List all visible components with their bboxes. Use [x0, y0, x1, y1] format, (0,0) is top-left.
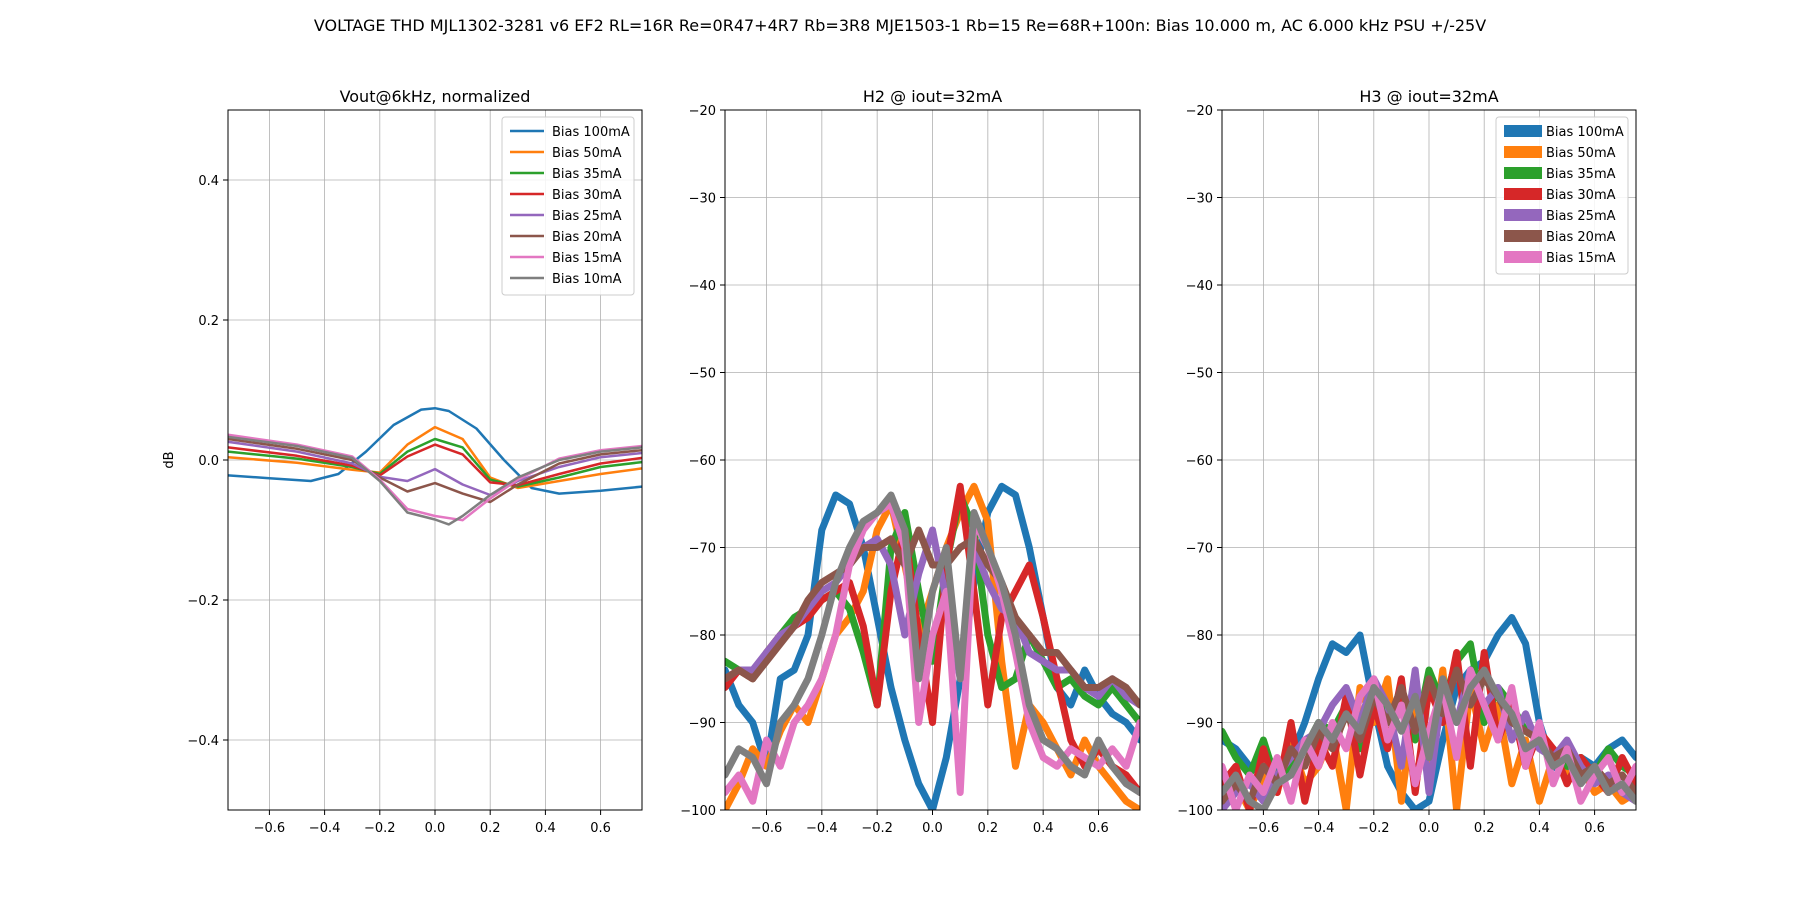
x-tick-label: −0.6	[254, 821, 286, 836]
x-tick-label: −0.2	[364, 821, 396, 836]
legend-swatch-bias-20ma	[1504, 230, 1542, 242]
y-tick-label: −100	[1177, 804, 1213, 819]
y-tick-label: −90	[1186, 717, 1213, 732]
legend-label: Bias 25mA	[552, 209, 622, 224]
series-line-bias-15ma	[228, 433, 642, 522]
x-tick-label: 0.0	[425, 821, 446, 836]
x-tick-label: −0.6	[1248, 821, 1280, 836]
figure-title: VOLTAGE THD MJL1302-3281 v6 EF2 RL=16R R…	[314, 16, 1486, 35]
x-tick-label: −0.4	[1303, 821, 1335, 836]
legend-label: Bias 25mA	[1546, 209, 1616, 224]
legend-label: Bias 100mA	[552, 125, 630, 140]
y-tick-label: −0.2	[187, 594, 219, 609]
series-line-bias-20ma	[228, 437, 642, 504]
x-tick-label: 0.4	[535, 821, 556, 836]
legend-label: Bias 15mA	[1546, 251, 1616, 266]
legend-label: Bias 35mA	[552, 167, 622, 182]
x-tick-label: 0.0	[922, 821, 943, 836]
legend-label: Bias 10mA	[552, 272, 622, 287]
y-tick-label: −80	[689, 629, 716, 644]
legend-swatch-bias-100ma	[1504, 125, 1542, 137]
y-tick-label: −70	[689, 542, 716, 557]
y-tick-label: −0.4	[187, 734, 219, 749]
y-tick-label: 0.2	[198, 314, 219, 329]
y-tick-label: −20	[1186, 104, 1213, 119]
y-tick-label: −40	[689, 279, 716, 294]
y-tick-label: −90	[689, 717, 716, 732]
y-tick-label: 0.0	[198, 454, 219, 469]
legend-box	[501, 116, 635, 296]
series-line-bias-100ma	[228, 406, 642, 495]
x-tick-label: 0.6	[1584, 821, 1605, 836]
y-tick-label: −80	[1186, 629, 1213, 644]
legend-swatch-bias-50ma	[1504, 146, 1542, 158]
legend: Bias 100mA Bias 50mA Bias 35mA Bias 30mA Bia…	[1495, 116, 1629, 275]
legend: Bias 100mA Bias 50mA Bias 35mA Bias 30mA Bia…	[501, 116, 635, 296]
chart-panel-1: −0.6 −0.4 −0.2 0.0 0.2 0.4 0.6 −0.4 −0.2 0.0 0.2 0.…	[162, 87, 643, 836]
y-tick-label: −50	[1186, 367, 1213, 382]
series-group	[228, 406, 642, 526]
x-tick-label: −0.2	[861, 821, 893, 836]
legend-label: Bias 50mA	[1546, 146, 1616, 161]
series-line-bias-30ma	[228, 443, 642, 487]
x-tick-label: 0.0	[1419, 821, 1440, 836]
x-tick-label: 0.4	[1033, 821, 1054, 836]
x-tick-label: 0.6	[1088, 821, 1109, 836]
legend-label: Bias 15mA	[552, 251, 622, 266]
legend-swatch-bias-25ma	[1504, 209, 1542, 221]
y-tick-label: −70	[1186, 542, 1213, 557]
legend-label: Bias 30mA	[552, 188, 622, 203]
y-tick-label: −60	[1186, 454, 1213, 469]
x-tick-label: −0.2	[1358, 821, 1390, 836]
series-line-bias-35ma	[725, 491, 1140, 726]
y-tick-label: −20	[689, 104, 716, 119]
series-line-bias-35ma	[1222, 640, 1636, 788]
y-axis-label: dB	[162, 451, 177, 468]
x-tick-label: 0.4	[1529, 821, 1550, 836]
legend-label: Bias 20mA	[552, 230, 622, 245]
y-tick-label: −40	[1186, 279, 1213, 294]
series-line-bias-15ma	[1222, 666, 1636, 810]
series-line-bias-10ma	[1222, 666, 1636, 810]
series-line-bias-100ma	[725, 482, 1140, 810]
y-tick-label: −30	[689, 192, 716, 207]
y-tick-label: −50	[689, 367, 716, 382]
series-line-bias-10ma	[228, 435, 642, 526]
chart-title: H2 @ iout=32mA	[863, 87, 1002, 106]
y-tick-label: 0.4	[198, 174, 219, 189]
y-tick-label: −100	[680, 804, 716, 819]
chart-title: H3 @ iout=32mA	[1359, 87, 1498, 106]
y-tick-label: −30	[1186, 192, 1213, 207]
x-tick-label: −0.4	[806, 821, 838, 836]
legend-swatch-bias-35ma	[1504, 167, 1542, 179]
legend-label: Bias 20mA	[1546, 230, 1616, 245]
legend-label: Bias 100mA	[1546, 125, 1624, 140]
series-line-bias-15ma	[725, 500, 1140, 805]
x-tick-label: 0.2	[1474, 821, 1495, 836]
x-tick-label: 0.2	[480, 821, 501, 836]
series-line-bias-35ma	[228, 437, 642, 488]
chart-panel-2: −0.6 −0.4 −0.2 0.0 0.2 0.4 0.6 −100 −90 −80 −70 −60…	[680, 87, 1141, 836]
legend-label: Bias 50mA	[552, 146, 622, 161]
chart-panel-3: −0.6 −0.4 −0.2 0.0 0.2 0.4 0.6 −100 −90 −80 −70 −60…	[1177, 87, 1637, 836]
series-group	[1222, 614, 1636, 810]
x-tick-label: −0.6	[751, 821, 783, 836]
series-line-bias-10ma	[725, 491, 1140, 796]
series-line-bias-20ma	[725, 526, 1140, 709]
series-group	[725, 482, 1140, 810]
legend-label: Bias 35mA	[1546, 167, 1616, 182]
series-line-bias-50ma	[228, 425, 642, 490]
chart-title: Vout@6kHz, normalized	[340, 87, 531, 106]
x-tick-label: 0.2	[977, 821, 998, 836]
legend-swatch-bias-30ma	[1504, 188, 1542, 200]
x-tick-label: −0.4	[309, 821, 341, 836]
legend-label: Bias 30mA	[1546, 188, 1616, 203]
series-line-bias-25ma	[228, 440, 642, 497]
x-tick-label: 0.6	[590, 821, 611, 836]
legend-swatch-bias-15ma	[1504, 251, 1542, 263]
panels: −0.6 −0.4 −0.2 0.0 0.2 0.4 0.6 −0.4 −0.2 0.0 0.2 0.…	[162, 87, 1637, 836]
y-tick-label: −60	[689, 454, 716, 469]
